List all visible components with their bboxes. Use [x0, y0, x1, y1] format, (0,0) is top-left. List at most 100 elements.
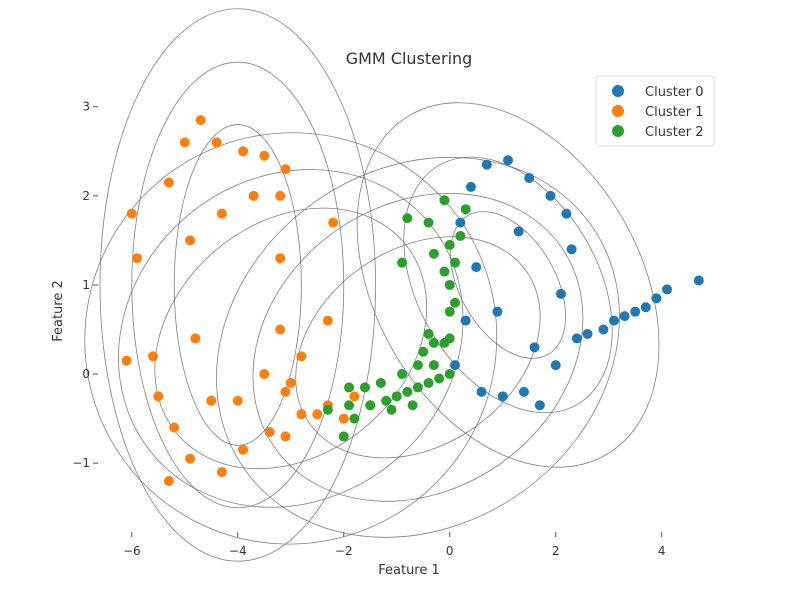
point-cluster-2-19	[428, 337, 439, 348]
point-cluster-2-28	[455, 230, 466, 241]
point-cluster-2-32	[402, 213, 413, 224]
point-cluster-0-12	[524, 173, 535, 184]
y-tick-label-3: 2	[82, 189, 90, 203]
legend-marker-cluster-2	[612, 125, 624, 137]
point-cluster-2-21	[444, 333, 455, 344]
point-cluster-1-35	[259, 369, 270, 380]
point-cluster-1-39	[275, 190, 286, 201]
point-cluster-0-20	[497, 391, 508, 402]
ellipse-0-ring-2	[99, 8, 376, 562]
point-cluster-1-2	[211, 137, 222, 148]
point-cluster-0-26	[471, 262, 482, 273]
legend-label-cluster-2: Cluster 2	[645, 125, 704, 140]
point-cluster-0-19	[476, 386, 487, 397]
point-cluster-2-12	[428, 360, 439, 371]
point-cluster-2-36	[344, 382, 355, 393]
point-cluster-1-7	[126, 208, 137, 219]
point-cluster-1-13	[185, 453, 196, 464]
point-cluster-2-1	[365, 400, 376, 411]
point-cluster-2-31	[460, 204, 471, 215]
ellipse-0-ring-1	[131, 61, 345, 509]
point-cluster-1-31	[190, 333, 201, 344]
point-cluster-1-4	[259, 150, 270, 161]
point-cluster-1-18	[280, 431, 291, 442]
point-cluster-1-25	[328, 217, 339, 228]
point-cluster-0-5	[619, 311, 630, 322]
point-cluster-2-29	[423, 217, 434, 228]
point-cluster-2-8	[349, 413, 360, 424]
point-cluster-2-11	[412, 360, 423, 371]
point-cluster-2-23	[450, 297, 461, 308]
point-cluster-2-4	[402, 386, 413, 397]
point-cluster-1-0	[195, 115, 206, 126]
point-cluster-0-1	[662, 284, 673, 295]
point-cluster-1-9	[147, 351, 158, 362]
point-cluster-1-30	[275, 324, 286, 335]
point-cluster-2-30	[439, 195, 450, 206]
point-cluster-0-10	[503, 155, 514, 166]
point-cluster-0-6	[609, 315, 620, 326]
point-cluster-2-15	[359, 382, 370, 393]
point-cluster-1-26	[322, 315, 333, 326]
point-cluster-1-33	[216, 208, 227, 219]
point-cluster-2-16	[386, 404, 397, 415]
point-cluster-2-2	[381, 395, 392, 406]
point-cluster-1-34	[248, 190, 259, 201]
y-tick-label-4: 3	[82, 100, 90, 114]
point-cluster-0-23	[550, 360, 561, 371]
point-cluster-2-25	[439, 266, 450, 277]
point-cluster-1-38	[280, 386, 291, 397]
ellipse-1-ring-0	[450, 211, 567, 359]
x-axis-label: Feature 1	[378, 563, 440, 578]
point-cluster-2-27	[444, 239, 455, 250]
y-tick-label-2: 1	[82, 278, 90, 292]
point-cluster-2-18	[423, 328, 434, 339]
point-cluster-1-3	[238, 146, 249, 157]
x-tick-label-3: 0	[446, 544, 454, 558]
point-cluster-1-16	[238, 444, 249, 455]
point-cluster-0-7	[598, 324, 609, 335]
legend-marker-cluster-1	[612, 105, 624, 117]
point-cluster-0-17	[465, 181, 476, 192]
point-cluster-2-10	[397, 369, 408, 380]
x-tick-label-1: −4	[229, 544, 247, 558]
x-tick-label-4: 2	[552, 544, 560, 558]
ellipse-2-ring-0	[295, 236, 541, 459]
point-cluster-2-26	[450, 257, 461, 268]
ellipse-3-ring-0	[154, 207, 428, 470]
point-cluster-0-13	[545, 190, 556, 201]
chart-title: GMM Clustering	[346, 49, 473, 68]
y-axis-label: Feature 2	[51, 280, 66, 342]
point-cluster-2-5	[412, 382, 423, 393]
point-cluster-2-33	[397, 257, 408, 268]
ellipse-3-ring-2	[84, 132, 498, 545]
point-cluster-0-22	[534, 400, 545, 411]
x-axis: −6 −4 −2 0 2 4	[123, 532, 666, 558]
point-cluster-1-17	[264, 426, 275, 437]
point-cluster-0-14	[561, 208, 572, 219]
point-cluster-1-11	[153, 391, 164, 402]
point-cluster-2-22	[444, 306, 455, 317]
point-cluster-1-36	[206, 395, 217, 406]
point-cluster-0-8	[582, 328, 593, 339]
point-cluster-2-24	[444, 279, 455, 290]
point-cluster-2-7	[434, 373, 445, 384]
point-cluster-2-0	[344, 400, 355, 411]
point-cluster-0-16	[556, 288, 567, 299]
y-tick-label-0: −1	[72, 456, 90, 470]
legend: Cluster 0 Cluster 1 Cluster 2	[595, 75, 715, 147]
point-cluster-0-15	[566, 244, 577, 255]
point-cluster-1-27	[296, 351, 307, 362]
point-cluster-1-20	[312, 409, 323, 420]
point-cluster-0-18	[455, 217, 466, 228]
point-cluster-0-9	[571, 333, 582, 344]
point-cluster-2-6	[423, 377, 434, 388]
point-cluster-1-14	[163, 475, 174, 486]
point-cluster-1-8	[132, 253, 143, 264]
point-cluster-0-27	[513, 226, 524, 237]
x-tick-label-2: −2	[335, 544, 353, 558]
point-cluster-1-29	[275, 253, 286, 264]
point-cluster-1-6	[163, 177, 174, 188]
ellipse-layer	[84, 8, 660, 562]
ellipse-2-ring-1	[252, 192, 584, 502]
